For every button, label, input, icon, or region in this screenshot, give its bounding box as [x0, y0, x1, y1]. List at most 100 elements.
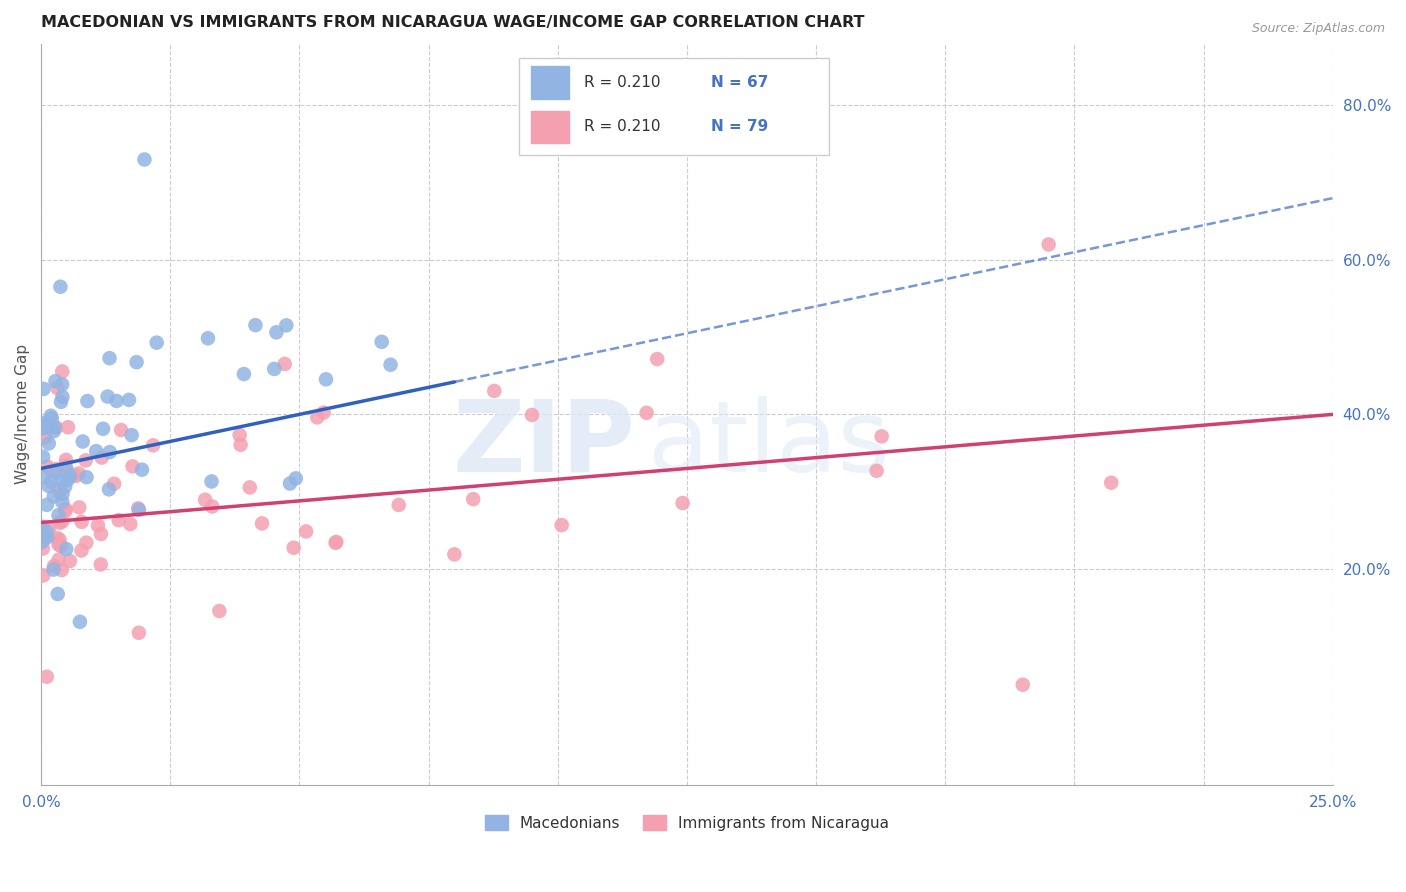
- Point: [35, 419, 58, 434]
- Point: [51, 475, 73, 489]
- Point: [45, 420, 67, 434]
- Point: [76, 470, 98, 484]
- Point: [55, 453, 77, 467]
- Point: [134, 153, 156, 167]
- Point: [142, 438, 165, 452]
- Point: [49, 516, 72, 530]
- Point: [38, 521, 60, 535]
- Point: [35, 524, 58, 539]
- Point: [865, 464, 887, 478]
- Point: [45, 462, 67, 476]
- Point: [84, 444, 107, 458]
- Text: Source: ZipAtlas.com: Source: ZipAtlas.com: [1251, 22, 1385, 36]
- Point: [49, 279, 72, 293]
- Point: [551, 518, 574, 533]
- Point: [127, 501, 149, 516]
- Point: [34, 524, 56, 539]
- Point: [200, 475, 222, 489]
- Point: [51, 563, 73, 577]
- Point: [65, 469, 87, 483]
- Point: [34, 417, 56, 431]
- Point: [67, 467, 90, 481]
- Point: [39, 409, 62, 423]
- Point: [315, 372, 337, 386]
- Point: [46, 531, 69, 545]
- Point: [48, 533, 70, 547]
- Point: [38, 479, 60, 493]
- Point: [32, 382, 55, 396]
- Point: [53, 480, 76, 494]
- Point: [121, 459, 143, 474]
- Point: [59, 469, 82, 483]
- Point: [55, 504, 77, 518]
- Point: [263, 362, 285, 376]
- Point: [48, 484, 70, 499]
- Point: [51, 377, 73, 392]
- Point: [48, 508, 70, 523]
- Point: [131, 463, 153, 477]
- Point: [70, 515, 93, 529]
- Point: [245, 318, 267, 332]
- Point: [1011, 678, 1033, 692]
- Point: [35, 670, 58, 684]
- Point: [463, 492, 485, 507]
- Point: [56, 473, 79, 487]
- Point: [97, 483, 120, 497]
- Point: [118, 392, 141, 407]
- Point: [370, 334, 392, 349]
- Point: [31, 416, 53, 430]
- Point: [38, 436, 60, 450]
- Point: [51, 514, 73, 528]
- Point: [55, 542, 77, 557]
- Point: [128, 625, 150, 640]
- Point: [51, 495, 73, 509]
- Point: [48, 552, 70, 566]
- Point: [266, 326, 288, 340]
- Point: [128, 503, 150, 517]
- Point: [90, 450, 112, 465]
- Point: [90, 558, 112, 572]
- Point: [32, 568, 55, 582]
- Point: [672, 496, 695, 510]
- Point: [72, 434, 94, 449]
- Point: [325, 535, 347, 549]
- Point: [67, 500, 90, 515]
- Point: [273, 357, 295, 371]
- Point: [46, 381, 69, 395]
- Point: [55, 462, 77, 476]
- Point: [229, 438, 252, 452]
- Point: [49, 539, 72, 553]
- Point: [31, 521, 53, 535]
- Text: MACEDONIAN VS IMMIGRANTS FROM NICARAGUA WAGE/INCOME GAP CORRELATION CHART: MACEDONIAN VS IMMIGRANTS FROM NICARAGUA …: [41, 15, 865, 30]
- Point: [31, 519, 53, 533]
- Point: [42, 424, 65, 438]
- Point: [97, 390, 120, 404]
- Point: [32, 533, 55, 548]
- Point: [98, 351, 121, 366]
- Point: [32, 469, 55, 483]
- Point: [69, 615, 91, 629]
- Point: [42, 490, 65, 504]
- Point: [103, 476, 125, 491]
- Point: [250, 516, 273, 531]
- Point: [37, 530, 59, 544]
- Point: [35, 459, 58, 474]
- Point: [59, 554, 82, 568]
- Point: [44, 374, 66, 388]
- Text: atlas: atlas: [648, 395, 890, 492]
- Point: [90, 527, 112, 541]
- Point: [388, 498, 411, 512]
- Point: [1099, 475, 1122, 490]
- Point: [125, 355, 148, 369]
- Point: [208, 604, 231, 618]
- Point: [278, 476, 301, 491]
- Point: [228, 428, 250, 442]
- Point: [42, 558, 65, 573]
- Point: [70, 543, 93, 558]
- Point: [45, 466, 67, 480]
- Point: [44, 420, 66, 434]
- Point: [145, 335, 167, 350]
- Point: [239, 480, 262, 494]
- Point: [34, 430, 56, 444]
- Point: [53, 458, 76, 473]
